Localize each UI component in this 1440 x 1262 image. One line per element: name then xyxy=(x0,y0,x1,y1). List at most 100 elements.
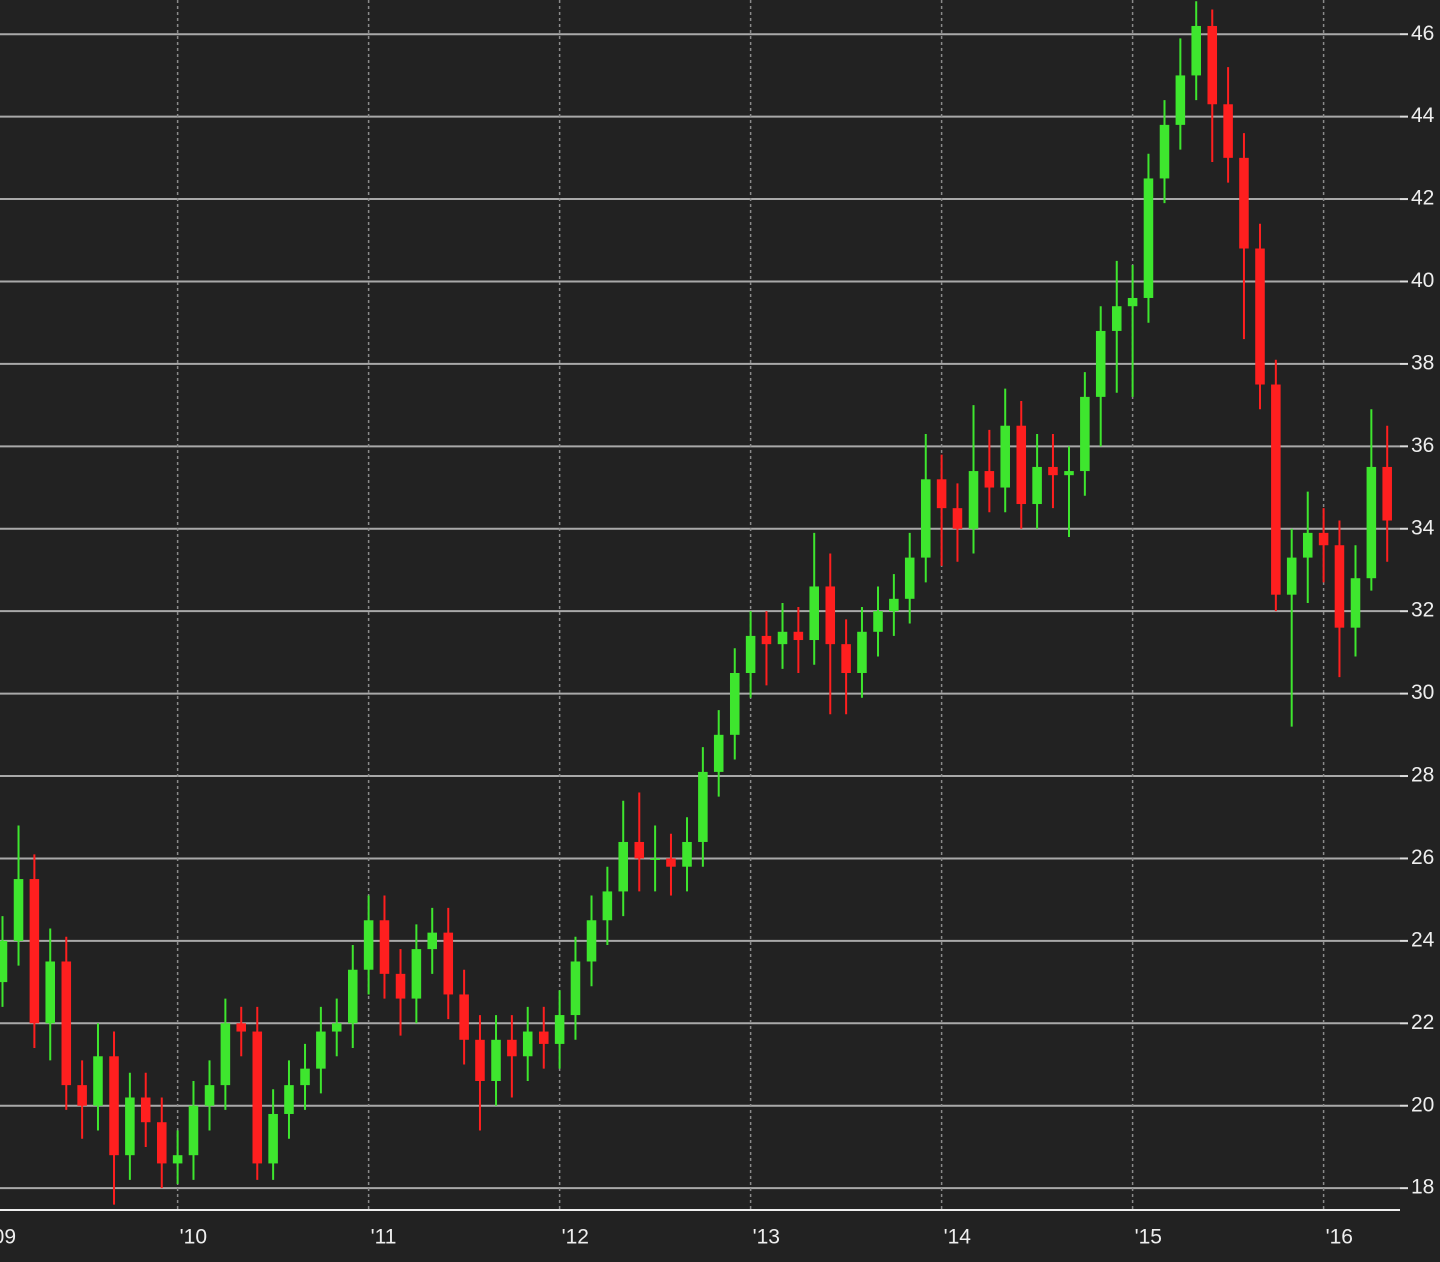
candle-body xyxy=(1350,578,1361,628)
candle-body xyxy=(220,1023,231,1086)
candle-body xyxy=(45,961,56,1024)
candle-body xyxy=(825,586,836,645)
candle-body xyxy=(904,557,915,599)
y-tick-label: 32 xyxy=(1411,599,1434,622)
candle-body xyxy=(268,1113,278,1164)
candle-body xyxy=(1366,466,1377,579)
candle-body xyxy=(586,920,597,962)
y-tick-label: 18 xyxy=(1411,1176,1434,1199)
candle-body xyxy=(1111,306,1122,331)
candle-body xyxy=(1382,466,1392,521)
candle-body xyxy=(316,1031,326,1069)
y-tick-label: 28 xyxy=(1411,764,1434,787)
candle-body xyxy=(395,973,406,999)
candle-body xyxy=(379,920,390,974)
candle-body xyxy=(1000,425,1010,488)
candle-body xyxy=(1223,104,1233,158)
candle-body xyxy=(507,1039,517,1057)
candle-body xyxy=(1191,25,1201,76)
candle-body xyxy=(968,471,979,529)
candle-body xyxy=(1095,330,1106,397)
candle-body xyxy=(841,644,851,674)
x-tick-label: '15 xyxy=(1135,1226,1162,1249)
candle-body xyxy=(1016,425,1027,505)
candle-body xyxy=(109,1056,119,1156)
candle-body xyxy=(777,631,788,645)
x-tick-label: '13 xyxy=(753,1226,780,1249)
candle-body xyxy=(1159,124,1170,179)
candle-body xyxy=(1334,545,1345,628)
candle-body xyxy=(713,734,724,772)
candle-body xyxy=(475,1039,485,1082)
candle-body xyxy=(300,1068,310,1086)
candle-body xyxy=(172,1155,183,1164)
candle-body xyxy=(77,1085,87,1106)
candle-body xyxy=(204,1085,215,1106)
candle-body xyxy=(1302,532,1313,558)
y-tick-label: 46 xyxy=(1411,22,1434,45)
candle-body xyxy=(984,471,995,488)
candle-body xyxy=(857,631,867,674)
candle-body xyxy=(93,1056,103,1106)
candle-body xyxy=(443,932,454,995)
candle-body xyxy=(570,961,581,1016)
y-tick-label: 26 xyxy=(1411,846,1434,869)
candle-body xyxy=(761,635,772,645)
candle-body xyxy=(1271,384,1281,595)
candle-body xyxy=(522,1031,533,1057)
y-tick-label: 36 xyxy=(1411,434,1434,457)
candle-body xyxy=(602,891,613,921)
candle-body xyxy=(745,635,756,674)
candle-body xyxy=(920,479,931,558)
candle-body xyxy=(188,1105,199,1156)
candle-body xyxy=(698,771,708,842)
y-tick-label: 20 xyxy=(1411,1093,1434,1116)
candle-body xyxy=(1048,466,1058,476)
candle-body xyxy=(952,508,963,529)
x-tick-label: '14 xyxy=(944,1226,972,1249)
y-tick-label: 40 xyxy=(1411,269,1434,292)
candle-body xyxy=(618,841,628,892)
candle-body xyxy=(284,1085,294,1114)
candle-body xyxy=(682,841,692,867)
candle-body xyxy=(125,1097,135,1156)
candle-body xyxy=(889,598,899,612)
candle-body xyxy=(13,879,24,941)
candle-body xyxy=(363,920,374,970)
candle-body xyxy=(1318,532,1329,546)
x-tick-label: '09 xyxy=(0,1226,16,1249)
candle-body xyxy=(331,1023,342,1032)
candle-body xyxy=(1143,178,1154,298)
x-tick-label: '10 xyxy=(180,1226,207,1249)
candle-body xyxy=(1207,25,1218,105)
y-tick-label: 30 xyxy=(1411,681,1434,704)
candle-body xyxy=(1286,557,1297,595)
candle-body xyxy=(554,1015,565,1044)
candle-body xyxy=(1175,75,1186,125)
candle-body xyxy=(1064,471,1074,476)
y-tick-label: 34 xyxy=(1411,516,1435,539)
candle-body xyxy=(650,858,660,860)
y-tick-label: 38 xyxy=(1411,351,1434,374)
x-tick-label: '12 xyxy=(562,1226,589,1249)
candle-body xyxy=(347,969,358,1024)
y-tick-label: 22 xyxy=(1411,1011,1434,1034)
x-tick-label: '16 xyxy=(1326,1226,1353,1249)
candle-body xyxy=(793,631,804,641)
candle-body xyxy=(729,673,740,735)
candle-body xyxy=(252,1031,263,1164)
y-tick-label: 44 xyxy=(1411,104,1435,127)
candle-body xyxy=(156,1122,167,1164)
candle-body xyxy=(666,858,676,867)
candle-body xyxy=(427,932,437,950)
candle-body xyxy=(936,479,947,509)
candle-body xyxy=(1080,396,1090,472)
candle-body xyxy=(1032,466,1042,505)
candle-body xyxy=(873,611,883,632)
candle-body xyxy=(809,586,819,641)
x-tick-label: '11 xyxy=(371,1226,397,1249)
candle-body xyxy=(538,1031,549,1044)
y-tick-label: 42 xyxy=(1411,187,1434,210)
candle-body xyxy=(0,940,8,983)
